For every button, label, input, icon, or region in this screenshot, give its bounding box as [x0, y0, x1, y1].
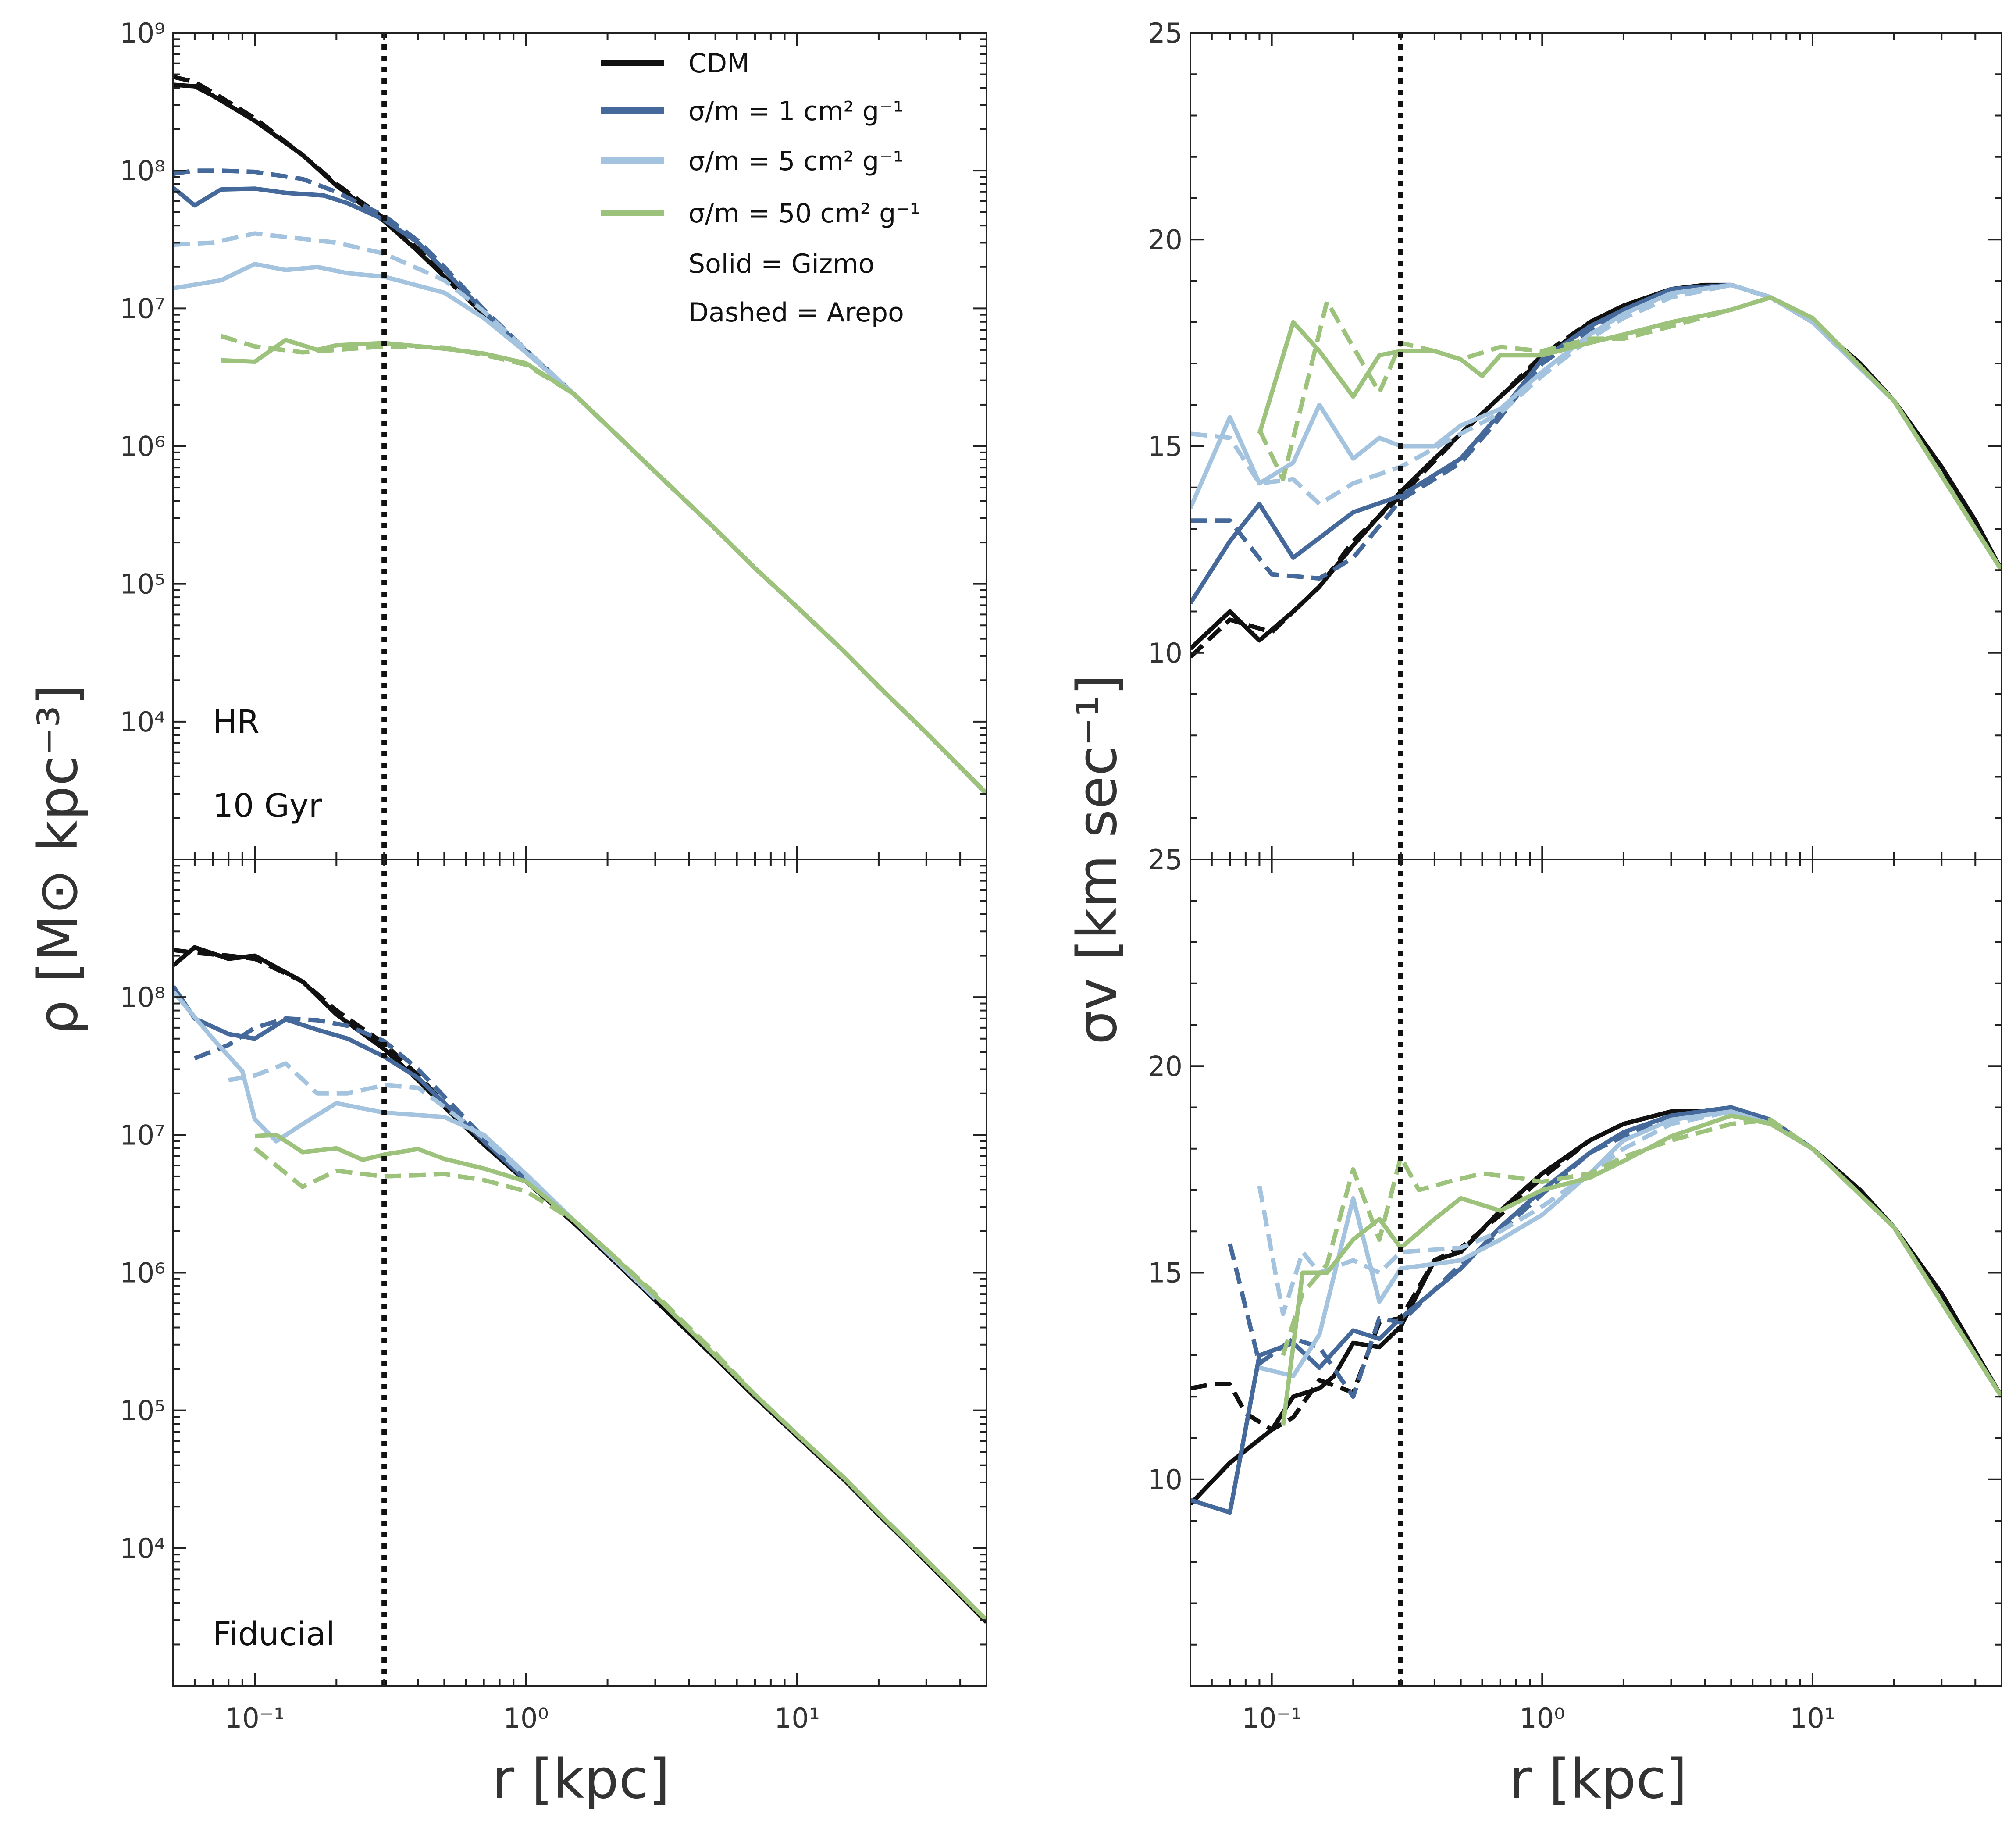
legend-label-s5: σ/m = 5 cm² g⁻¹ — [688, 146, 904, 177]
legend-note-solid: Solid = Gizmo — [688, 249, 874, 279]
series-line-s50-solid — [1257, 295, 2002, 571]
y-tick-label: 25 — [1148, 844, 1183, 876]
series-line-s5-dashed — [228, 1061, 657, 1300]
y-tick-label: 10⁶ — [120, 1257, 165, 1289]
series-line-s50-dashed — [1281, 1117, 2002, 1398]
axes-frame — [172, 859, 987, 1687]
y-tick-label: 15 — [1148, 431, 1183, 463]
series-line-s5-dashed — [1257, 1109, 2002, 1398]
x-tick-label: 10⁻¹ — [225, 1702, 285, 1734]
legend-label-s50: σ/m = 50 cm² g⁻¹ — [688, 198, 920, 229]
y-tick-label: 20 — [1148, 224, 1183, 256]
x-tick-label: 10⁰ — [1519, 1702, 1565, 1734]
y-tick-label: 10 — [1148, 1464, 1183, 1496]
y-tick-label: 10⁶ — [120, 431, 165, 463]
series-line-s50-solid — [1281, 1113, 2002, 1426]
panel-label-fiducial: Fiducial — [213, 1615, 335, 1653]
x-axis-label-left: r [kpc] — [492, 1748, 670, 1811]
series-line-s50-solid — [254, 1133, 987, 1622]
y-tick-label: 10⁷ — [120, 292, 165, 324]
y-tick-label: 10⁹ — [120, 17, 165, 49]
legend-note-dashed: Dashed = Arepo — [688, 297, 904, 328]
density-hr-panel: 10⁴ 10⁵ 10⁶ 10⁷ 10⁸ 10⁹ — [120, 17, 987, 860]
y-tick-label: 10⁴ — [120, 706, 165, 738]
legend-label-s1: σ/m = 1 cm² g⁻¹ — [688, 96, 904, 127]
y-tick-label: 25 — [1148, 17, 1183, 49]
axes-frame — [1190, 859, 2002, 1687]
plot-area — [173, 859, 987, 1686]
y-axis-label-dispersion: σv [km sec⁻¹] — [1066, 674, 1129, 1044]
y-tick-label: 20 — [1148, 1050, 1183, 1082]
plot-area — [1190, 33, 2002, 859]
x-tick-label: 10¹ — [774, 1702, 820, 1734]
x-tick-label: 10⁻¹ — [1242, 1702, 1301, 1734]
panel-label-hr: HR — [213, 703, 260, 741]
x-tick-label: 10⁰ — [503, 1702, 549, 1734]
series-line-s50-dashed — [253, 1146, 987, 1622]
legend: CDM σ/m = 1 cm² g⁻¹ σ/m = 5 cm² g⁻¹ σ/m … — [601, 48, 920, 328]
density-fiducial-panel: 10⁻¹ 10⁰ 10¹ 10⁴ 10⁵ 10⁶ 10⁷ 10⁸ — [120, 859, 987, 1734]
series-line-s5-dashed — [1190, 282, 2002, 571]
x-axis-label-right: r [kpc] — [1509, 1748, 1687, 1811]
series-line-s50-dashed — [1257, 295, 2002, 571]
y-axis-label-density: ρ [M⊙ kpc⁻³] — [27, 684, 90, 1034]
legend-label-cdm: CDM — [688, 48, 750, 79]
plot-area — [1190, 859, 2002, 1686]
y-tick-label: 10⁴ — [120, 1532, 165, 1564]
y-tick-label: 10⁵ — [120, 1395, 165, 1427]
y-tick-label: 10 — [1148, 637, 1183, 669]
series-line-s1-dashed — [1190, 282, 2002, 581]
dispersion-fiducial-panel: 10⁻¹ 10⁰ 10¹ 10 15 20 25 — [1148, 844, 2002, 1734]
y-tick-label: 10⁵ — [120, 568, 165, 600]
y-tick-label: 10⁸ — [120, 981, 165, 1013]
y-tick-label: 10⁷ — [120, 1119, 165, 1151]
series-line-s5-dashed — [173, 231, 657, 474]
plot-area — [173, 33, 987, 859]
panel-label-time: 10 Gyr — [213, 787, 322, 825]
series-line-s50-dashed — [220, 334, 987, 795]
x-tick-label: 10¹ — [1790, 1702, 1835, 1734]
y-tick-label: 15 — [1148, 1257, 1183, 1289]
y-tick-label: 10⁸ — [120, 155, 165, 187]
